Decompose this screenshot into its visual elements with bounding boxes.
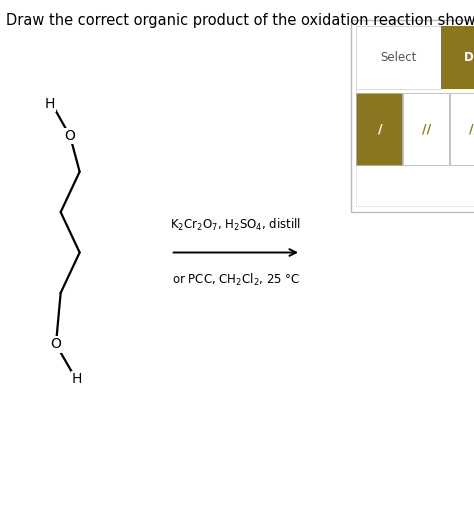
Text: D: D — [464, 51, 474, 64]
Bar — [450, 93, 474, 165]
Text: /: / — [377, 123, 382, 136]
Bar — [356, 26, 441, 89]
Text: or PCC, CH$_2$Cl$_2$, 25 °C: or PCC, CH$_2$Cl$_2$, 25 °C — [172, 272, 300, 288]
Bar — [403, 93, 448, 165]
Text: //: // — [469, 123, 474, 136]
Text: H: H — [45, 96, 55, 111]
Text: O: O — [65, 129, 75, 143]
Text: Select: Select — [380, 51, 417, 64]
Bar — [351, 20, 474, 212]
Text: O: O — [51, 337, 61, 351]
Text: H: H — [72, 372, 82, 386]
Text: K$_2$Cr$_2$O$_7$, H$_2$SO$_4$, distill: K$_2$Cr$_2$O$_7$, H$_2$SO$_4$, distill — [170, 217, 301, 233]
Bar — [356, 93, 402, 165]
Text: Draw the correct organic product of the oxidation reaction shown:: Draw the correct organic product of the … — [6, 13, 474, 28]
Text: //: // — [422, 123, 431, 136]
Bar — [441, 26, 474, 89]
Bar — [356, 26, 474, 206]
